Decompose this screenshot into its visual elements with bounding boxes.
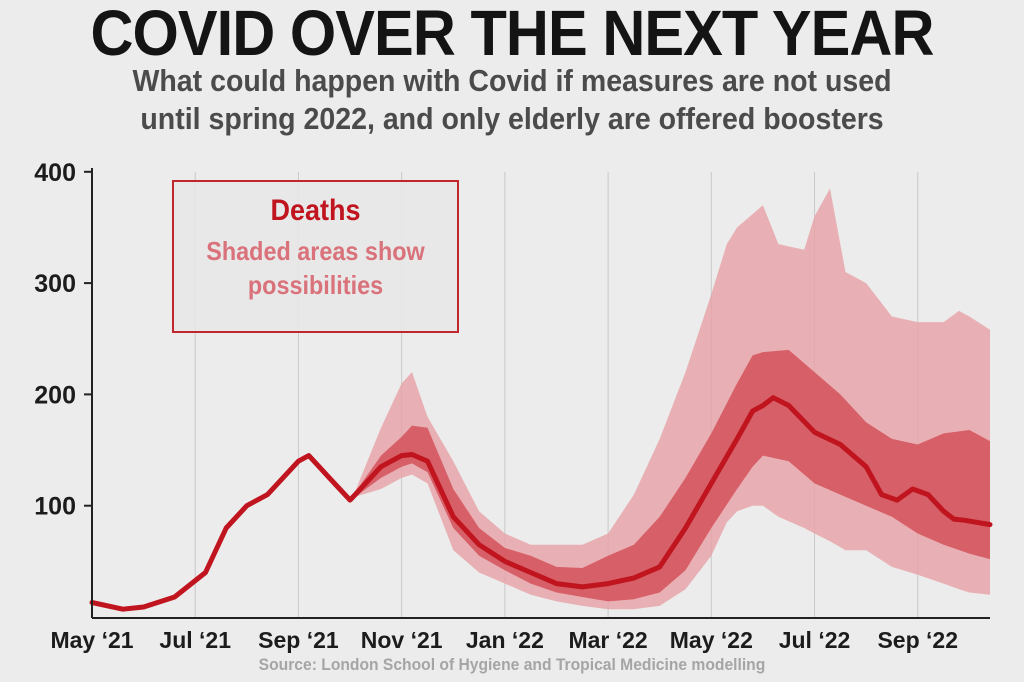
subtitle-line-1: What could happen with Covid if measures… — [132, 63, 892, 98]
x-tick-label: Jan ‘22 — [466, 627, 544, 653]
axes — [84, 168, 990, 619]
x-tick-label: May ‘21 — [50, 627, 133, 653]
subtitle: What could happen with Covid if measures… — [41, 62, 983, 138]
y-tick-label: 300 — [34, 270, 76, 298]
legend-title: Deaths — [270, 194, 361, 227]
x-tick-label: May ‘22 — [670, 627, 753, 653]
x-tick-label: Jul ‘21 — [159, 627, 231, 653]
x-tick-label: Sep ‘21 — [258, 627, 339, 653]
subtitle-line-2: until spring 2022, and only elderly are … — [140, 101, 884, 136]
legend-note-line-2: possibilities — [247, 270, 384, 300]
y-tick-label: 100 — [34, 493, 76, 521]
projection-line-group — [89, 395, 993, 612]
outer-range-band — [355, 188, 990, 610]
y-tick-label: 200 — [34, 381, 76, 409]
central-projection-line — [89, 395, 993, 612]
tick-labels: 100 200 300 400 May ‘21 Jul ‘21 Sep ‘21 Nov ‘21… — [34, 159, 958, 653]
source-note: Source: London School of Hygiene and Tro… — [258, 655, 766, 674]
x-tick-label: Sep ‘22 — [877, 627, 958, 653]
chart-legend: Deaths Shaded areas show possibilities — [172, 180, 459, 333]
y-tick-label: 400 — [34, 159, 76, 187]
page-title: COVID OVER THE NEXT YEAR — [90, 0, 934, 69]
inner-range-band — [355, 349, 990, 602]
x-tick-label: Nov ‘21 — [361, 627, 443, 653]
x-tick-label: Mar ‘22 — [568, 627, 647, 653]
uncertainty-bands — [355, 188, 990, 610]
x-tick-label: Jul ‘22 — [779, 627, 851, 653]
legend-note-line-1: Shaded areas show — [206, 236, 425, 266]
legend-note: Shaded areas show possibilities — [188, 234, 443, 302]
